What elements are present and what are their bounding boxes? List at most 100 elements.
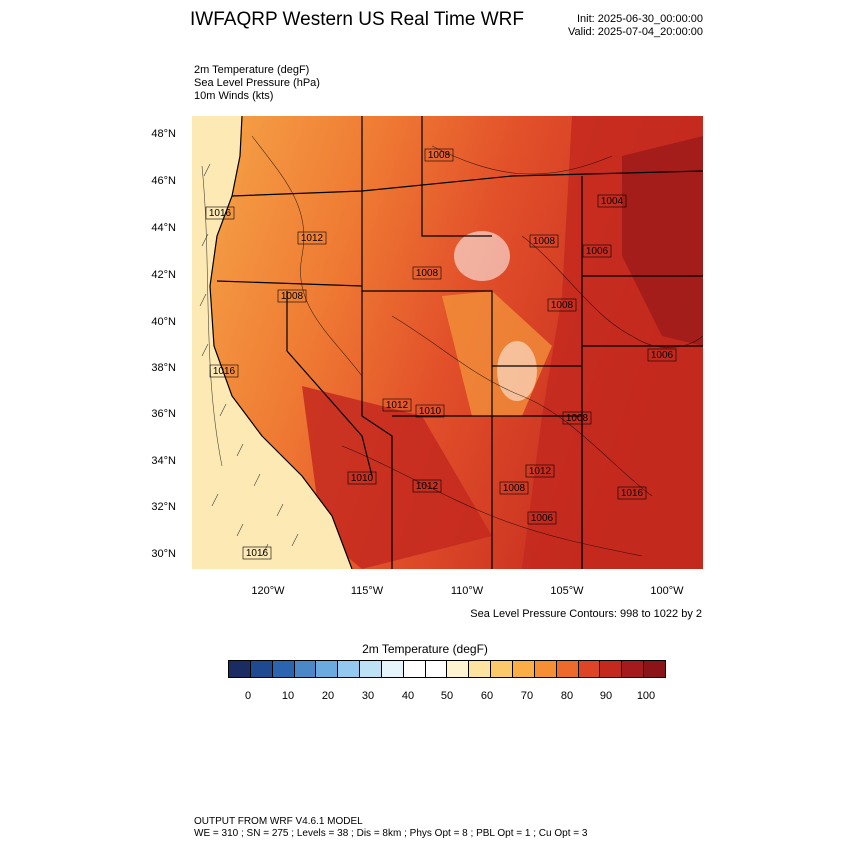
pressure-contour-note: Sea Level Pressure Contours: 998 to 1022…: [470, 608, 702, 620]
pressure-contour-label: 1012: [412, 479, 442, 493]
lat-label: 36°N: [151, 408, 176, 420]
pressure-contour-label: 1010: [347, 471, 377, 485]
colorbar-title: 2m Temperature (degF): [362, 642, 488, 656]
pressure-contour-label: 1010: [415, 404, 445, 418]
pressure-contour-label: 1008: [562, 411, 592, 425]
colorbar-tick-label: 60: [480, 690, 494, 702]
colorbar-swatch: [294, 661, 317, 677]
lon-label: 115°W: [350, 585, 384, 597]
svg-text:1008: 1008: [551, 300, 574, 311]
lon-label: 110°W: [450, 585, 484, 597]
colorbar-tick-label: 50: [440, 690, 454, 702]
pressure-contour-label: 1016: [209, 364, 239, 378]
footer-config-line: WE = 310 ; SN = 275 ; Levels = 38 ; Dis …: [194, 828, 588, 839]
lat-label: 34°N: [151, 455, 176, 467]
svg-text:1008: 1008: [503, 483, 526, 494]
cold-peaks-yellowstone: [454, 231, 510, 281]
svg-text:1016: 1016: [246, 548, 269, 559]
pressure-contour-label: 1012: [525, 464, 555, 478]
pressure-contour-label: 1008: [499, 481, 529, 495]
coastline: [209, 116, 353, 569]
svg-text:1006: 1006: [651, 350, 674, 361]
field-temperature-label: 2m Temperature (degF): [194, 64, 310, 76]
colorbar-tick-label: 100: [636, 690, 656, 702]
wind-barbs: [199, 163, 299, 557]
colorbar-swatch: [447, 661, 470, 677]
pressure-contour-label: 1008: [529, 234, 559, 248]
pressure-contour-label: 1008: [277, 289, 307, 303]
lat-label: 42°N: [151, 269, 176, 281]
pressure-contour-label: 1012: [382, 398, 412, 412]
lat-label: 40°N: [151, 316, 176, 328]
colorbar-tick-label: 90: [599, 690, 613, 702]
colorbar-tick-label: 80: [560, 690, 574, 702]
colorbar-tick-label: 10: [281, 690, 295, 702]
pressure-label-layer: 1008 1016 1012 1008 1006 1016 1008 1008 1006 1008…: [205, 148, 677, 560]
colorbar-swatch: [381, 661, 404, 677]
lat-label: 30°N: [151, 548, 176, 560]
lat-label: 32°N: [151, 501, 176, 513]
valid-time: Valid: 2025-07-04_20:00:00: [568, 26, 703, 38]
svg-text:1012: 1012: [386, 400, 409, 411]
lat-label: 38°N: [151, 362, 176, 374]
weather-map: 1008 1016 1012 1008 1006 1016 1008 1008 1006 1008…: [192, 116, 703, 569]
svg-text:1010: 1010: [351, 473, 374, 484]
pressure-contour-label: 1008: [424, 148, 454, 162]
ocean-area: [192, 116, 352, 569]
lat-label: 46°N: [151, 175, 176, 187]
footer-model-line: OUTPUT FROM WRF V4.6.1 MODEL: [194, 816, 363, 827]
svg-text:1016: 1016: [213, 366, 236, 377]
chart-title: IWFAQRP Western US Real Time WRF: [190, 9, 524, 30]
colorbar-swatch: [512, 661, 535, 677]
svg-text:1008: 1008: [533, 236, 556, 247]
field-pressure-label: Sea Level Pressure (hPa): [194, 77, 320, 89]
colorbar-swatch: [622, 661, 645, 677]
colorbar-swatch: [403, 661, 426, 677]
colorbar-swatch: [491, 661, 513, 677]
temperature-colorbar: [228, 660, 666, 678]
svg-text:1012: 1012: [301, 233, 324, 244]
pressure-contour-label: 1006: [647, 348, 677, 362]
colorbar-swatch: [229, 661, 251, 677]
pressure-contour-label: 1016: [617, 486, 647, 500]
svg-text:1010: 1010: [419, 406, 442, 417]
cold-peaks-colorado: [497, 341, 537, 401]
svg-text:1008: 1008: [566, 413, 589, 424]
colorbar-swatch: [360, 661, 382, 677]
colorbar-swatch: [272, 661, 295, 677]
pressure-contour-label: 1006: [582, 244, 612, 258]
lon-label: 120°W: [251, 585, 285, 597]
colorbar-swatch: [338, 661, 361, 677]
pressure-contour-label: 1006: [527, 511, 557, 525]
pressure-contour-label: 1008: [412, 266, 442, 280]
state-borders: [216, 116, 703, 569]
very-hot-region-northeast: [622, 136, 703, 346]
colorbar-tick-label: 40: [401, 690, 415, 702]
colorbar-swatch: [316, 661, 339, 677]
colorbar-swatch: [556, 661, 579, 677]
colorbar-tick-label: 30: [361, 690, 375, 702]
svg-text:1016: 1016: [209, 208, 232, 219]
svg-text:1008: 1008: [281, 291, 304, 302]
colorbar-swatch: [600, 661, 623, 677]
pressure-contour-label: 1012: [297, 231, 327, 245]
colorbar-swatch: [578, 661, 601, 677]
colorbar-swatch: [469, 661, 492, 677]
pressure-contour-label: 1016: [242, 546, 272, 560]
hot-region-southwest: [302, 386, 492, 569]
svg-text:1016: 1016: [621, 488, 644, 499]
pressure-contour-label: 1008: [547, 298, 577, 312]
svg-text:1008: 1008: [416, 268, 439, 279]
lat-label: 48°N: [151, 128, 176, 140]
colorbar-tick-label: 0: [244, 690, 252, 702]
svg-text:1008: 1008: [428, 150, 451, 161]
init-time: Init: 2025-06-30_00:00:00: [577, 13, 703, 25]
svg-text:1004: 1004: [601, 196, 624, 207]
field-winds-label: 10m Winds (kts): [194, 90, 274, 102]
pressure-contour-label: 1016: [205, 206, 235, 220]
colorbar-tick-label: 20: [321, 690, 335, 702]
lon-label: 105°W: [550, 585, 584, 597]
svg-text:1006: 1006: [586, 246, 609, 257]
lon-label: 100°W: [650, 585, 684, 597]
lat-label: 44°N: [151, 222, 176, 234]
